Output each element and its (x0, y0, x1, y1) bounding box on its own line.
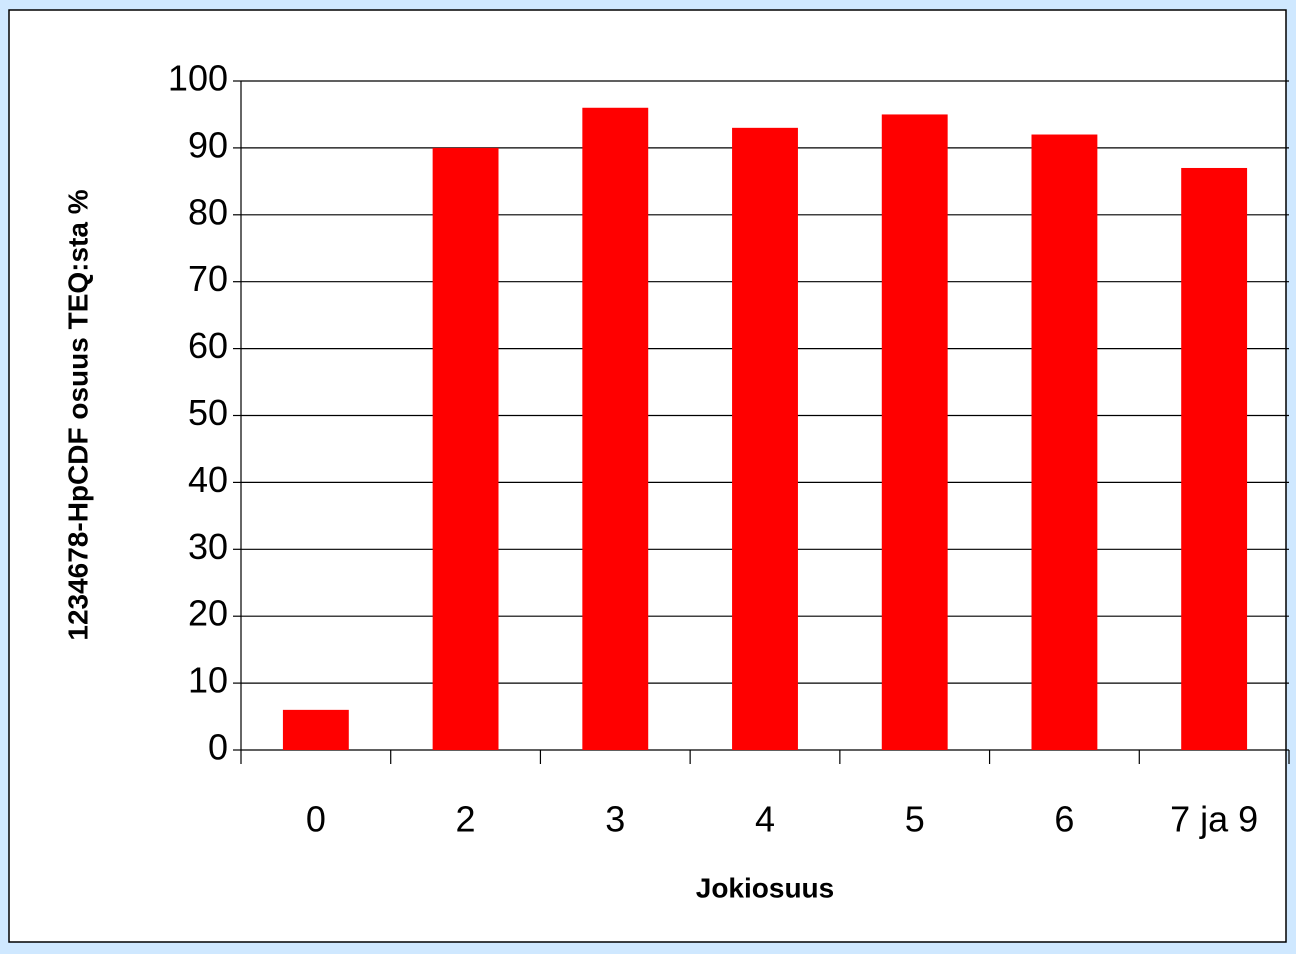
y-tick-label: 50 (188, 392, 228, 433)
x-tick-label: 2 (456, 799, 476, 840)
bar (432, 147, 499, 750)
y-axis-title: 1234678-HpCDF osuus TEQ:sta % (62, 189, 93, 640)
x-axis-title: Jokiosuus (696, 872, 834, 903)
y-tick-label: 90 (188, 124, 228, 165)
y-tick-label: 20 (188, 593, 228, 634)
bar (282, 709, 349, 750)
bar (1031, 134, 1098, 750)
y-tick-label: 0 (208, 727, 228, 768)
x-tick-label: 5 (905, 799, 925, 840)
bar (582, 107, 649, 750)
x-tick-label: 4 (755, 799, 775, 840)
y-tick-label: 60 (188, 325, 228, 366)
x-tick-label: 0 (306, 799, 326, 840)
y-tick-label: 80 (188, 191, 228, 232)
bar (1181, 167, 1248, 751)
y-tick-label: 70 (188, 258, 228, 299)
y-tick-label: 10 (188, 660, 228, 701)
x-tick-label: 6 (1054, 799, 1074, 840)
y-tick-label: 100 (168, 58, 228, 99)
x-tick-label: 7 ja 9 (1170, 799, 1258, 840)
x-tick-label: 3 (605, 799, 625, 840)
bar (732, 127, 798, 750)
y-tick-label: 40 (188, 459, 228, 500)
y-tick-label: 30 (188, 526, 228, 567)
bar (881, 114, 948, 750)
